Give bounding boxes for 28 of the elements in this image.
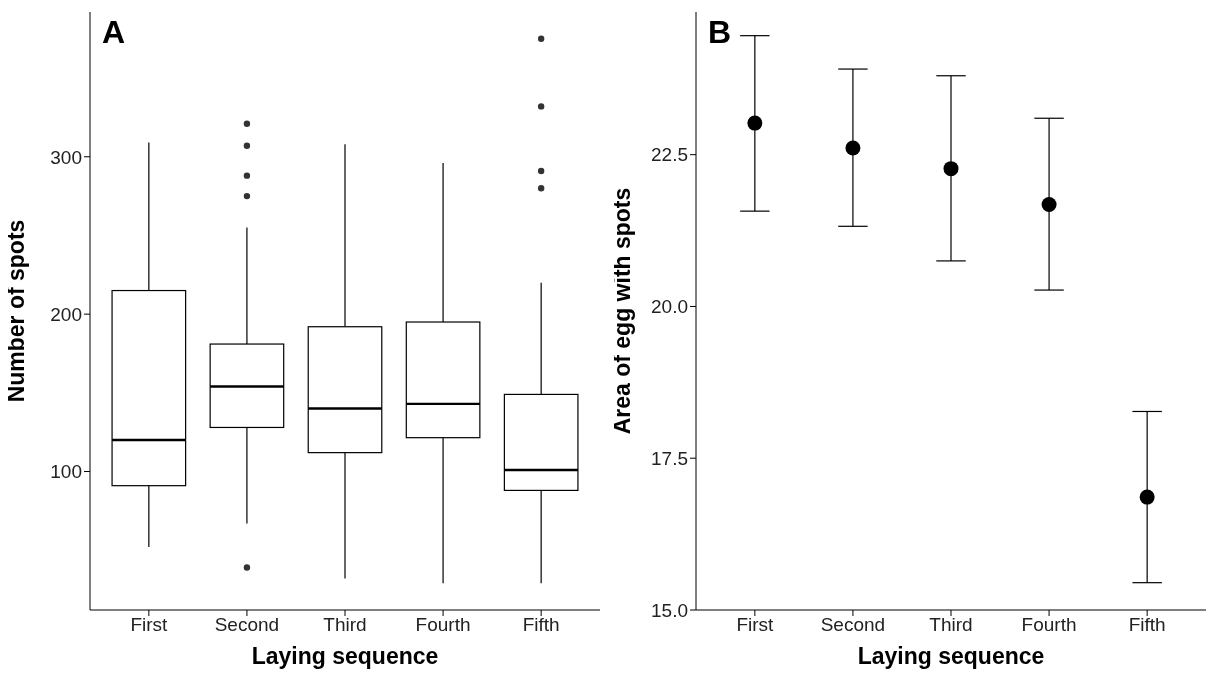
y-tick-label: 22.5 bbox=[651, 144, 688, 166]
x-tick-label: Second bbox=[820, 614, 886, 636]
x-tick-label: Third bbox=[323, 614, 367, 636]
point bbox=[943, 161, 959, 177]
y-tick-label: 200 bbox=[50, 303, 82, 325]
x-axis-title: Laying sequence bbox=[857, 643, 1045, 669]
x-tick-label: Fourth bbox=[1021, 614, 1077, 636]
y-axis-title: Area of egg with spots bbox=[609, 187, 636, 435]
chart-title: A bbox=[102, 14, 126, 50]
point bbox=[1041, 196, 1057, 212]
chart-title: B bbox=[708, 14, 732, 50]
y-axis-title: Number of spots bbox=[3, 219, 30, 403]
point bbox=[747, 115, 763, 131]
x-tick-label: Fifth bbox=[522, 614, 560, 636]
x-tick-label: First bbox=[736, 614, 775, 636]
point bbox=[845, 140, 861, 156]
y-tick-label: 17.5 bbox=[651, 447, 688, 469]
y-tick-label: 100 bbox=[50, 461, 82, 483]
point bbox=[1139, 489, 1155, 505]
x-tick-label: First bbox=[130, 614, 169, 636]
x-tick-label: Fourth bbox=[415, 614, 471, 636]
x-tick-label: Fifth bbox=[1128, 614, 1166, 636]
y-tick-label: 20.0 bbox=[651, 296, 688, 318]
x-axis-title: Laying sequence bbox=[251, 643, 439, 669]
x-tick-label: Third bbox=[929, 614, 973, 636]
y-tick-label: 300 bbox=[50, 146, 82, 168]
x-tick-label: Second bbox=[214, 614, 280, 636]
y-tick-label: 15.0 bbox=[651, 599, 688, 621]
